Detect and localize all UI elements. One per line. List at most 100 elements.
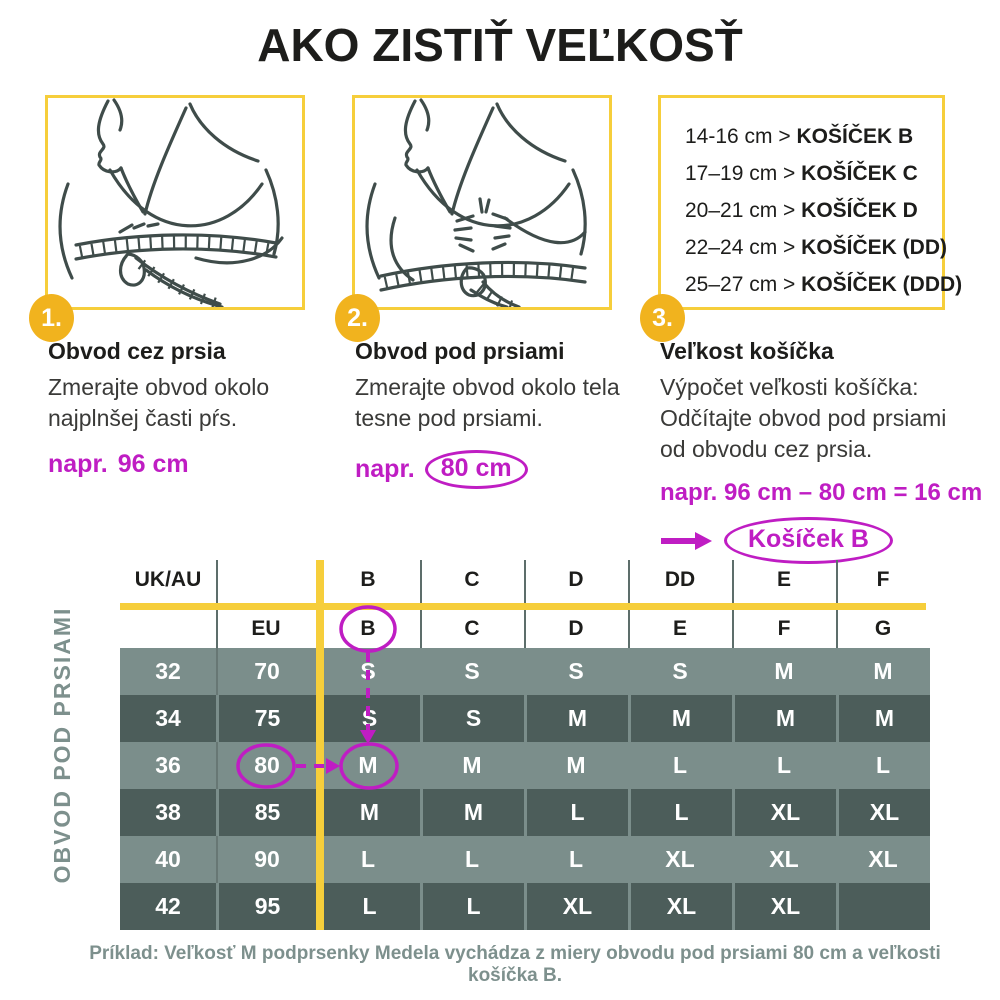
circled-value: 80 cm [424, 450, 528, 489]
step3-text: Veľkost košíčka Výpočet veľkosti košíčka… [660, 338, 982, 564]
table-cell: S [568, 658, 584, 684]
step2-number-badge: 2. [335, 294, 380, 342]
step1-example: napr. 96 cm [48, 450, 338, 479]
table-cell: 95 [216, 883, 316, 930]
header-cell [216, 560, 316, 603]
table-cell: M [732, 695, 836, 742]
table-cell: 70 [216, 648, 316, 695]
table-cell: L [875, 752, 891, 778]
step2-text: Obvod pod prsiami Zmerajte obvod okolo t… [355, 338, 650, 489]
table-cell: L [776, 752, 792, 778]
table-cell: M [873, 658, 893, 684]
table-header-ukau: UK/AU B C D DD E F [120, 560, 930, 603]
table-row: 40 90 L L L XL XL XL [120, 836, 930, 883]
cup-range: 25–27 cm > [685, 273, 796, 296]
table-cell [836, 883, 930, 930]
example-caption: Príklad: Veľkosť M podprsenky Medela vyc… [89, 943, 941, 986]
cup-name: KOŠÍČEK (DD) [801, 236, 948, 259]
step3-number-badge: 3. [640, 294, 685, 342]
step2-example: napr. 80 cm [355, 450, 650, 489]
table-row: 42 95 L L XL XL XL [120, 883, 930, 930]
table-cell: S [672, 658, 688, 684]
step3-heading: Veľkost košíčka [660, 338, 834, 364]
size-table: UK/AU B C D DD E F EU B C D E F G 32 70 … [120, 560, 930, 930]
table-row-highlighted: 36 80 M M M L L L [120, 742, 930, 789]
right-arrow-icon [661, 531, 712, 550]
step3-body-line2: Odčítajte obvod pod prsiami [660, 405, 947, 431]
table-cell: XL [665, 846, 695, 872]
table-cell: 38 [155, 799, 181, 825]
step2-heading: Obvod pod prsiami [355, 338, 565, 364]
table-cell: M [836, 695, 930, 742]
table-cell: L [568, 846, 584, 872]
cup-size-row: 22–24 cm > KOŠÍČEK (DD) [685, 229, 947, 266]
step3-body-line1: Výpočet veľkosti košíčka: [660, 374, 919, 400]
header-cell: F [876, 568, 890, 591]
cup-range: 14-16 cm > [685, 125, 791, 148]
table-cell: M [358, 752, 378, 778]
table-cell: S [420, 695, 524, 742]
header-cell: E [776, 568, 791, 591]
header-cell: D [568, 617, 584, 640]
table-cell: L [316, 883, 420, 930]
step1-number-badge: 1. [29, 294, 74, 342]
yellow-divider-line [120, 603, 926, 610]
result-row: Košíček B [660, 517, 960, 564]
measure-over-bust-illustration [58, 98, 284, 307]
example-prefix: napr. [48, 450, 108, 478]
cup-size-row: 20–21 cm > KOŠÍČEK D [685, 192, 942, 229]
table-cell: XL [732, 883, 836, 930]
cup-size-reference-box: 14-16 cm > KOŠÍČEK B 17–19 cm > KOŠÍČEK … [658, 95, 962, 310]
table-cell: L [464, 846, 480, 872]
under-bust-axis-label: OBVOD POD PRSIAMI [49, 606, 75, 884]
step2-illustration-box [352, 95, 612, 310]
table-cell: 34 [155, 705, 181, 731]
yellow-column-line [316, 560, 324, 930]
step1-body: Zmerajte obvod okolo najplnšej časti pŕs… [48, 372, 338, 434]
header-cell: EU [251, 617, 281, 640]
table-body: 32 70 S S S S M M 34 75 S S M M M M 36 8… [120, 648, 930, 930]
cup-name: KOŠÍČEK D [801, 199, 918, 222]
header-cell: F [777, 617, 791, 640]
cup-size-list: 14-16 cm > KOŠÍČEK B 17–19 cm > KOŠÍČEK … [661, 98, 962, 303]
table-cell: 75 [216, 695, 316, 742]
cup-name: KOŠÍČEK (DDD) [801, 273, 963, 296]
step2-body: Zmerajte obvod okolo tela tesne pod prsi… [355, 372, 650, 434]
table-cell: M [774, 658, 794, 684]
table-header-eu: EU B C D E F G [120, 610, 930, 648]
table-cell: XL [524, 883, 628, 930]
table-cell: XL [628, 883, 732, 930]
cup-range: 20–21 cm > [685, 199, 796, 222]
table-row: 32 70 S S S S M M [120, 648, 930, 695]
table-cell: M [566, 752, 586, 778]
step1-illustration-box [45, 95, 305, 310]
example-value: 96 cm [117, 450, 189, 478]
table-cell: 42 [155, 893, 181, 919]
table-cell: S [316, 695, 420, 742]
header-cell: UK/AU [134, 568, 202, 591]
header-cell: D [568, 568, 584, 591]
table-cell: M [524, 695, 628, 742]
table-cell: 80 [216, 742, 316, 789]
table-cell: L [524, 789, 628, 836]
step1-text: Obvod cez prsia Zmerajte obvod okolo naj… [48, 338, 338, 479]
cup-range: 22–24 cm > [685, 236, 796, 259]
table-cell: 90 [216, 836, 316, 883]
table-cell: L [628, 789, 732, 836]
cup-name: KOŠÍČEK C [801, 162, 918, 185]
table-cell: XL [732, 789, 836, 836]
header-cell: B [360, 568, 376, 591]
header-cell: B [360, 617, 376, 640]
step3-body: Výpočet veľkosti košíčka: Odčítajte obvo… [660, 372, 960, 465]
table-cell: S [464, 658, 480, 684]
header-cell: G [874, 617, 892, 640]
table-cell: XL [769, 846, 799, 872]
table-cell: 85 [216, 789, 316, 836]
table-cell: L [672, 752, 688, 778]
header-cell [120, 610, 216, 648]
step3-body-line3: od obvodu cez prsia. [660, 436, 873, 462]
step2-body-line2: tesne pod prsiami. [355, 405, 543, 431]
table-cell: 36 [155, 752, 181, 778]
cup-size-row: 14-16 cm > KOŠÍČEK B [685, 118, 942, 155]
step2-body-line1: Zmerajte obvod okolo tela [355, 374, 620, 400]
